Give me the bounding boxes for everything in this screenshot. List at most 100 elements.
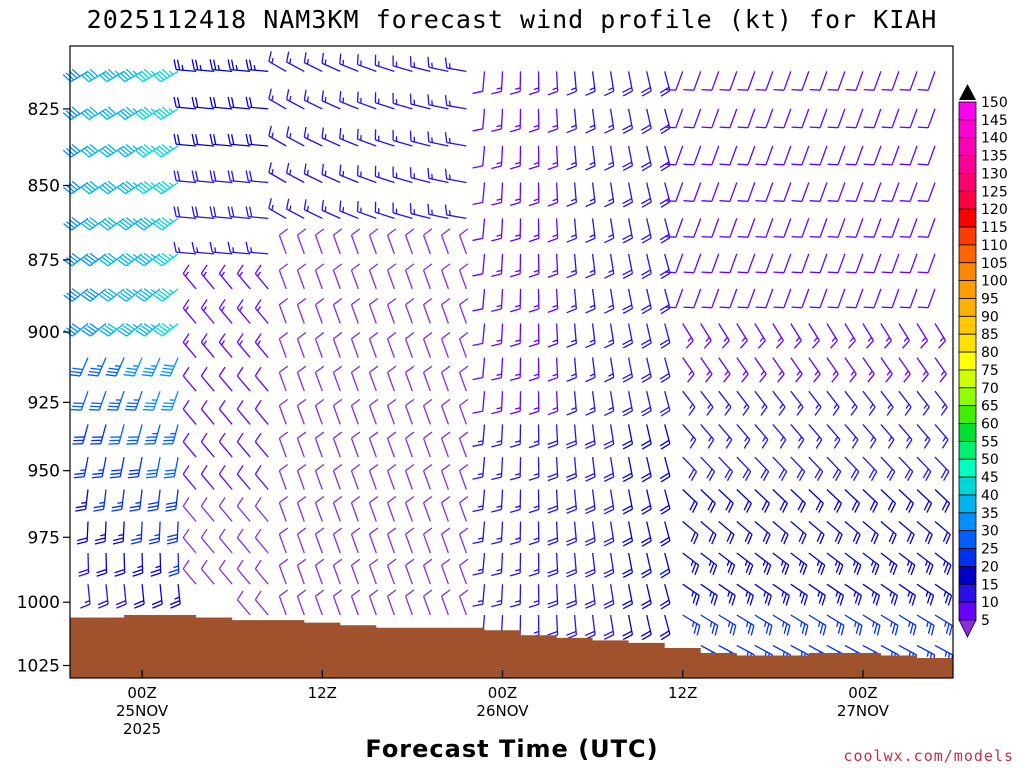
wind-barb (665, 253, 684, 274)
wind-barb (254, 590, 269, 616)
wind-barb (844, 390, 858, 416)
wind-barb (844, 552, 862, 576)
wind-barb (422, 297, 433, 324)
wind-barb (845, 253, 864, 274)
wind-barb (584, 552, 596, 578)
wind-barb (350, 365, 361, 392)
wind-barb (491, 71, 504, 95)
wind-barb (440, 558, 451, 585)
wind-barb (350, 228, 361, 255)
colorbar-segment (958, 369, 977, 389)
wind-barb (622, 182, 634, 208)
wind-barb (153, 288, 179, 302)
wind-barb (773, 71, 792, 91)
wind-barb (622, 584, 634, 610)
colorbar-segment (958, 333, 977, 353)
wind-barb (278, 558, 289, 585)
wind-barb (236, 366, 251, 392)
wind-barb (809, 182, 828, 202)
wind-barb (808, 583, 826, 606)
wind-barb (934, 552, 952, 576)
wind-barb (440, 431, 451, 458)
wind-barb (917, 218, 936, 238)
wind-barb (719, 253, 738, 274)
wind-barb (604, 323, 615, 349)
colorbar-label: 10 (981, 595, 999, 611)
wind-barb (791, 182, 810, 202)
wind-barb (547, 218, 559, 243)
x-tick-label: 27NOV (837, 702, 890, 720)
wind-barb (117, 252, 143, 267)
wind-barb (422, 527, 433, 554)
wind-barb (701, 253, 720, 274)
wind-barb (528, 288, 540, 313)
wind-barb (641, 253, 652, 280)
wind-barb (191, 59, 215, 73)
wind-barb (472, 357, 486, 381)
wind-barb (458, 263, 469, 290)
wind-barb (700, 489, 716, 513)
wind-barb (808, 552, 826, 576)
wind-barb (509, 145, 522, 170)
wind-barb (683, 218, 702, 238)
wind-barb (772, 456, 788, 481)
wind-barb (458, 589, 469, 616)
wind-barb (491, 552, 504, 577)
wind-barb (547, 521, 559, 546)
colorbar-segment (958, 566, 977, 585)
wind-barb (827, 182, 846, 202)
wind-barb (350, 398, 361, 425)
wind-barb (296, 558, 307, 585)
wind-barb (152, 143, 179, 158)
wind-barb (584, 424, 596, 450)
wind-barb (63, 322, 89, 337)
wind-barb (245, 170, 269, 184)
wind-barb (218, 432, 233, 458)
colorbar-segment (958, 155, 977, 174)
colorbar-top-arrow (959, 84, 976, 100)
wind-barb (278, 365, 289, 392)
wind-barb (585, 323, 596, 349)
wind-barb (863, 288, 882, 309)
wind-barb (296, 589, 307, 616)
wind-barb (350, 431, 361, 458)
wind-barb (236, 432, 251, 458)
colorbar-label: 25 (981, 542, 999, 558)
wind-barb (584, 521, 596, 547)
wind-barb (404, 558, 415, 585)
colorbar-label: 85 (981, 327, 999, 343)
wind-barb (200, 299, 215, 324)
wind-barb (881, 108, 900, 129)
wind-barb (701, 218, 720, 238)
wind-barb (135, 288, 161, 302)
credit-link[interactable]: coolwx.com/models (843, 747, 1014, 765)
wind-barb (682, 614, 701, 636)
colorbar-segment (958, 387, 977, 407)
wind-barb (278, 263, 289, 290)
wind-barb (75, 489, 89, 512)
wind-barb (303, 89, 323, 110)
wind-barb (566, 108, 577, 134)
wind-barb (374, 92, 395, 110)
wind-barb (772, 552, 790, 576)
wind-barb (736, 583, 754, 606)
wind-barb (604, 288, 615, 314)
wind-barb (509, 108, 522, 133)
wind-barb (934, 456, 950, 481)
wind-barb (404, 365, 415, 392)
wind-barb (736, 390, 750, 416)
wind-barb (934, 323, 947, 349)
wind-barb (641, 552, 652, 579)
wind-barb (509, 552, 522, 577)
wind-barb (791, 71, 810, 91)
wind-barb (772, 390, 786, 416)
wind-barb (665, 108, 684, 129)
wind-barb (218, 528, 233, 554)
wind-barb (844, 614, 863, 636)
colorbar-label: 75 (981, 363, 999, 379)
wind-barb (528, 357, 540, 382)
wind-barb (509, 584, 522, 608)
wind-barb (718, 423, 733, 449)
wind-barb (236, 299, 251, 324)
wind-barb (404, 527, 415, 554)
